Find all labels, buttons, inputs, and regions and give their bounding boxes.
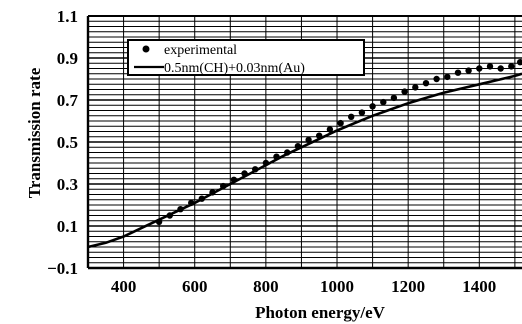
y-tick-label: 0.5 xyxy=(57,133,78,152)
data-point-experimental xyxy=(369,103,376,110)
y-tick-label: 0.7 xyxy=(57,91,79,110)
data-point-experimental xyxy=(220,182,227,190)
x-tick-label: 800 xyxy=(253,277,279,296)
data-point-experimental xyxy=(326,126,334,133)
data-point-experimental xyxy=(508,63,515,70)
y-tick-label: 0.9 xyxy=(57,49,78,68)
data-point-experimental xyxy=(177,206,184,213)
data-point-experimental xyxy=(262,159,270,167)
series-model-line xyxy=(87,72,522,249)
data-point-experimental xyxy=(412,84,419,91)
y-tick-label: −0.1 xyxy=(47,259,78,278)
data-point-experimental xyxy=(476,65,483,72)
data-layer xyxy=(87,59,522,249)
data-point-experimental xyxy=(390,94,398,102)
x-tick-label: 600 xyxy=(182,277,208,296)
data-point-experimental xyxy=(358,109,366,116)
data-point-experimental xyxy=(252,166,259,173)
grid xyxy=(88,15,522,269)
data-point-experimental xyxy=(188,199,195,207)
y-tick-label: 1.1 xyxy=(57,7,78,26)
data-point-experimental xyxy=(497,65,504,72)
data-point-experimental xyxy=(444,73,451,81)
data-point-experimental xyxy=(209,189,216,196)
x-axis-title: Photon energy/eV xyxy=(255,303,386,322)
y-tick-label: 0.3 xyxy=(57,175,78,194)
legend: experimental 0.5nm(CH)+0.03nm(Au) xyxy=(127,39,365,76)
data-point-experimental xyxy=(230,176,238,183)
tick-labels: 400 600 800 1000 1200 1400 −0.1 0.1 0.3 0.5 0.7 0.9… xyxy=(47,7,496,296)
legend-label-model: 0.5nm(CH)+0.03nm(Au) xyxy=(164,61,305,76)
x-tick-label: 1200 xyxy=(391,277,425,296)
data-point-experimental xyxy=(433,75,440,83)
data-point-experimental xyxy=(198,195,205,202)
legend-label-experimental: experimental xyxy=(164,43,237,58)
data-point-experimental xyxy=(316,132,323,139)
data-point-experimental xyxy=(422,80,430,87)
data-point-experimental xyxy=(348,113,355,121)
x-tick-label: 400 xyxy=(111,277,137,296)
data-point-experimental xyxy=(401,88,408,95)
x-tick-label: 1400 xyxy=(462,277,496,296)
plot-frame xyxy=(86,15,522,270)
data-point-experimental xyxy=(337,119,344,127)
legend-box xyxy=(127,39,365,76)
data-point-experimental xyxy=(294,143,302,150)
x-tick-label: 1000 xyxy=(320,277,354,296)
data-point-experimental xyxy=(380,98,387,106)
data-point-experimental xyxy=(284,149,291,156)
data-point-experimental xyxy=(305,136,312,144)
data-point-experimental xyxy=(241,170,248,177)
data-point-experimental xyxy=(155,218,163,225)
data-point-experimental xyxy=(517,59,522,66)
data-point-experimental xyxy=(454,69,462,76)
legend-marker-experimental xyxy=(142,45,150,53)
y-axis-title: Transmission rate xyxy=(25,67,44,198)
data-point-experimental xyxy=(465,67,472,74)
data-point-experimental xyxy=(273,153,280,160)
data-point-experimental xyxy=(166,212,173,219)
y-tick-label: 0.1 xyxy=(57,217,78,236)
data-point-experimental xyxy=(486,63,494,70)
